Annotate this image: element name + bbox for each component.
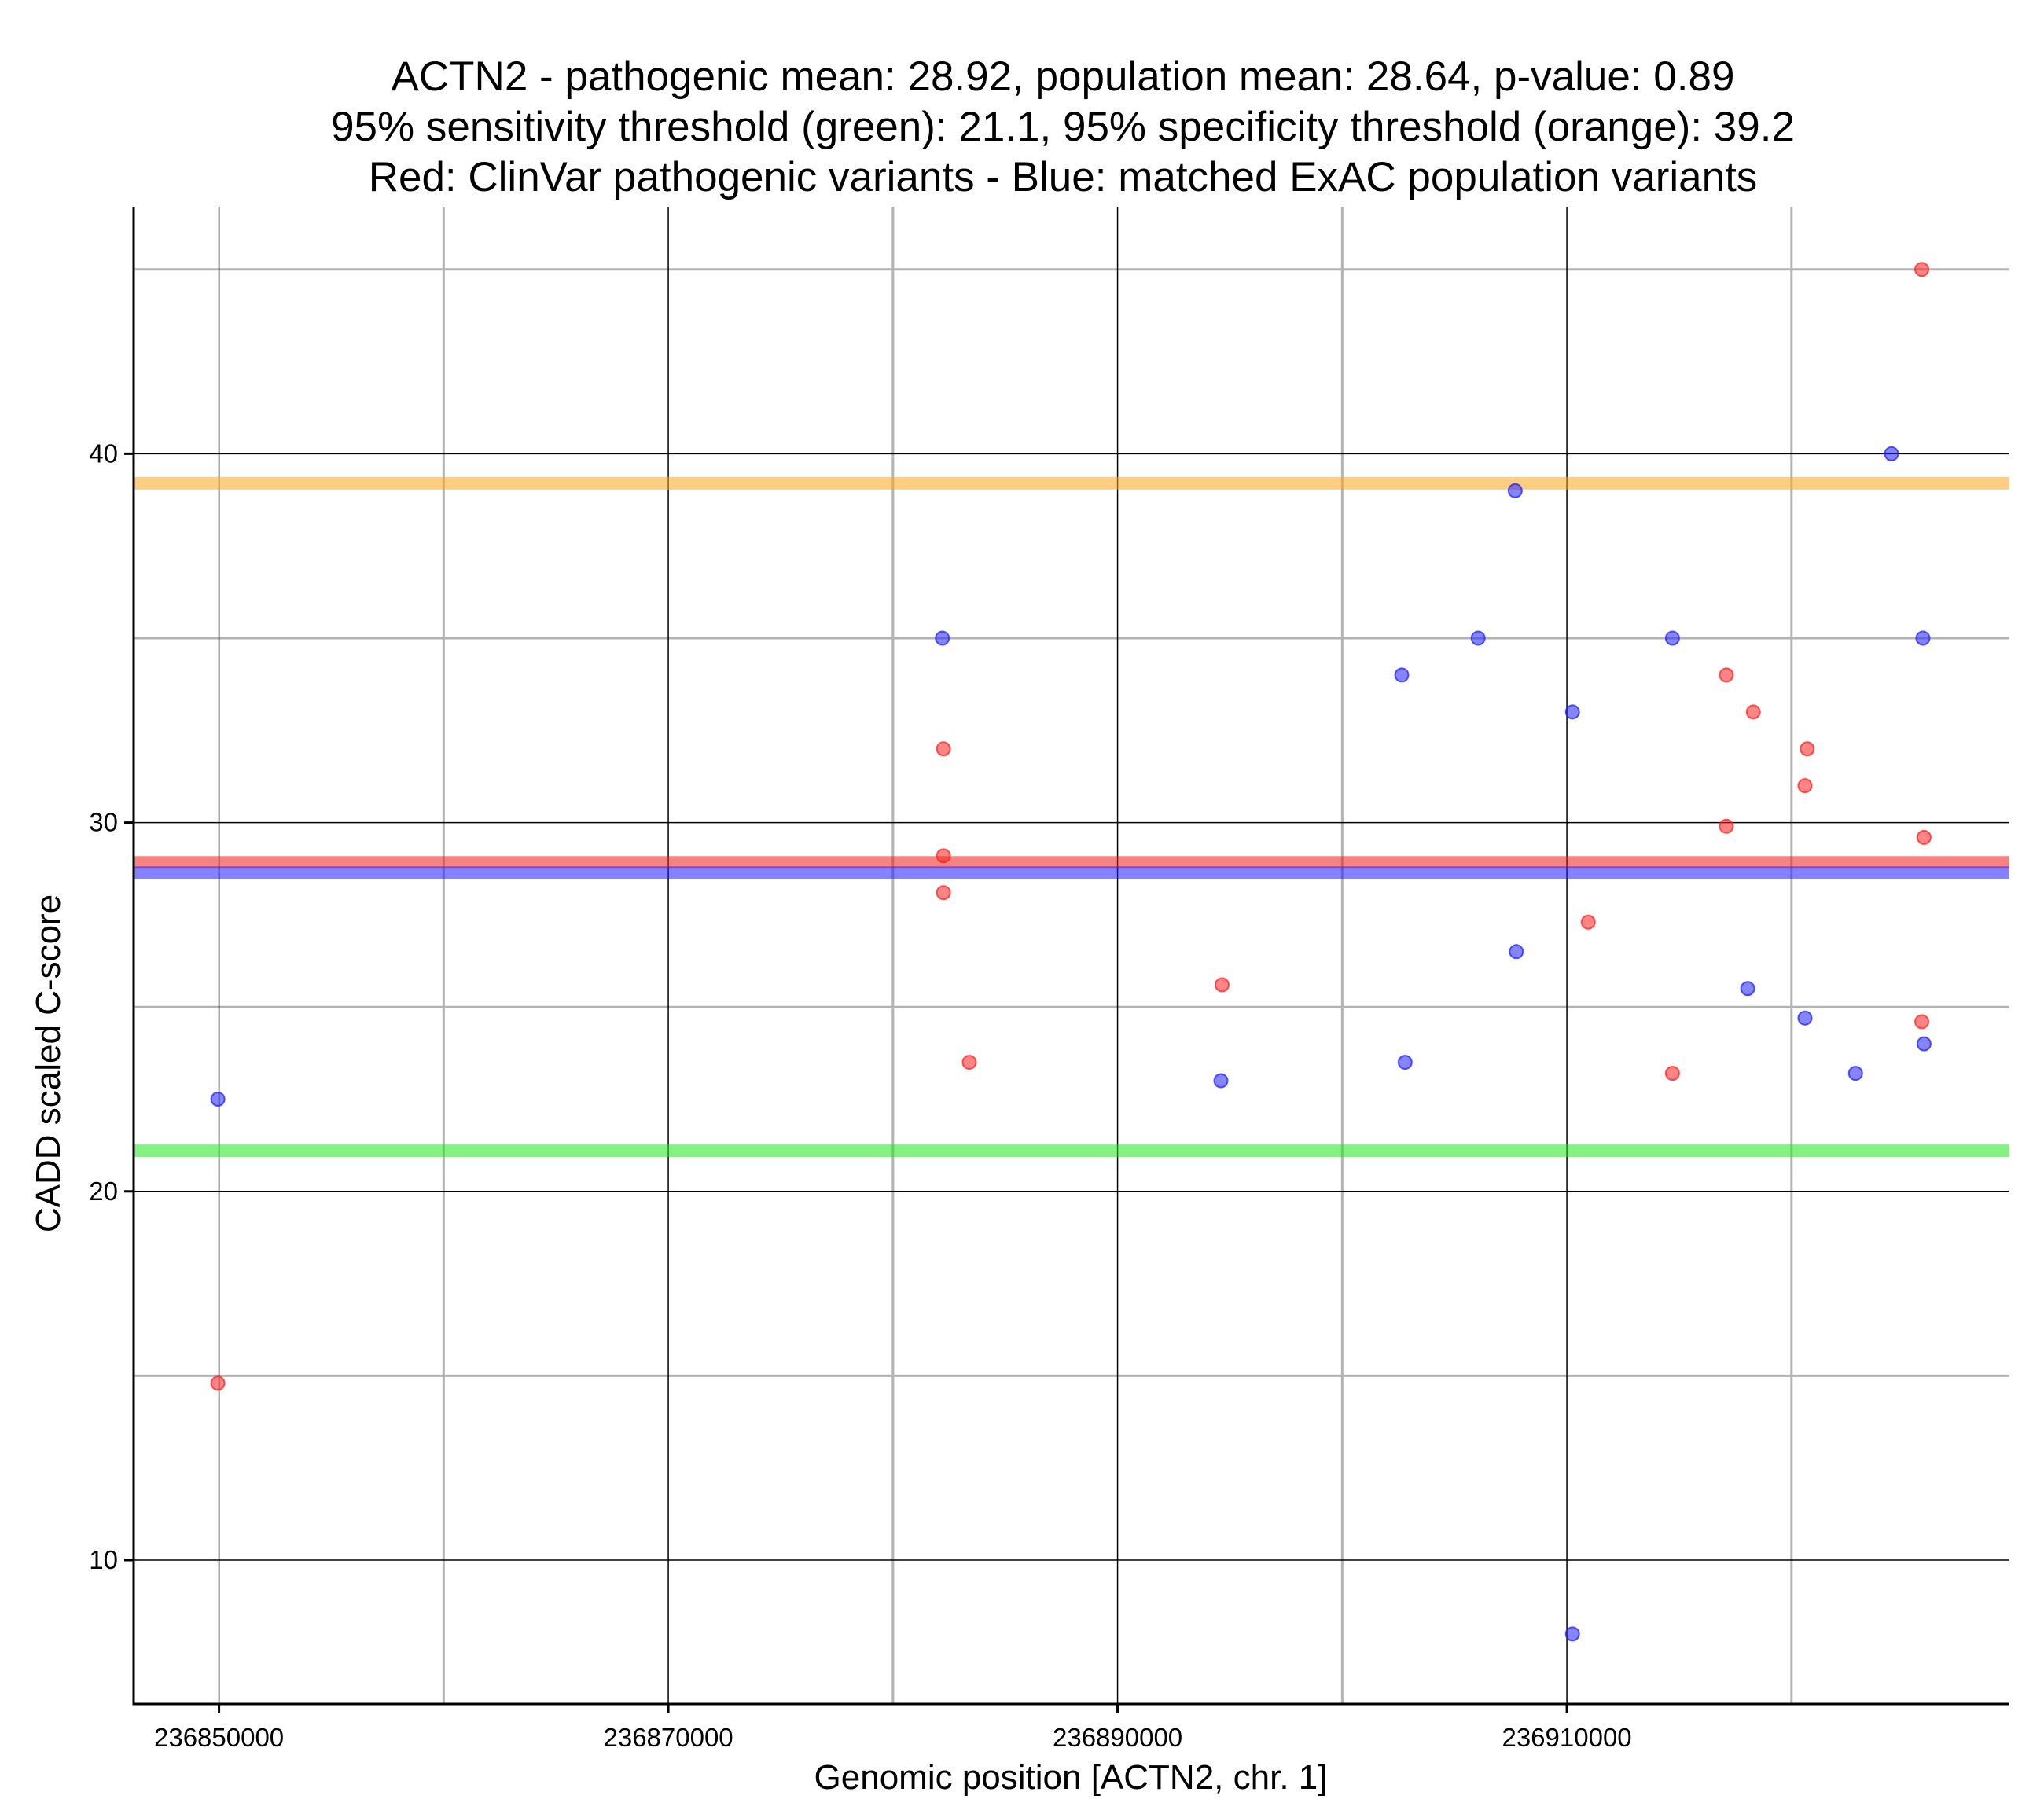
population-point xyxy=(1470,630,1486,646)
population-point xyxy=(1564,1626,1580,1642)
population-point xyxy=(1564,704,1580,720)
y-axis-label: CADD scaled C-score xyxy=(29,894,68,1232)
data-points xyxy=(210,262,1932,1642)
pathogenic-point xyxy=(936,885,951,901)
population-point xyxy=(1509,944,1524,960)
y-tick-label: 10 xyxy=(89,1545,118,1574)
pathogenic-point xyxy=(936,741,951,757)
pathogenic-point xyxy=(1800,741,1815,757)
population-point xyxy=(935,630,950,646)
y-tick-label: 40 xyxy=(89,439,118,468)
pathogenic-point xyxy=(1214,977,1230,993)
population-point xyxy=(1507,483,1523,498)
pathogenic-point xyxy=(1797,778,1813,794)
population-point xyxy=(1740,981,1755,997)
y-tick-label: 30 xyxy=(89,808,118,837)
pathogenic-point xyxy=(1580,914,1596,930)
x-tick-label: 236870000 xyxy=(603,1723,733,1752)
reference-lines xyxy=(134,476,2009,1158)
y-tick-label: 20 xyxy=(89,1177,118,1206)
population-point xyxy=(1797,1010,1813,1026)
population-point xyxy=(1394,667,1410,683)
population-point xyxy=(1916,1036,1932,1052)
population-point xyxy=(1397,1055,1413,1070)
x-axis-label: Genomic position [ACTN2, chr. 1] xyxy=(814,1758,1328,1797)
population-point xyxy=(1915,630,1931,646)
population-point xyxy=(210,1091,226,1107)
grid-layer xyxy=(134,207,2009,1704)
pathogenic-point xyxy=(1664,1066,1680,1081)
title-line-3: Red: ClinVar pathogenic variants - Blue:… xyxy=(369,154,1758,200)
title-line-1: ACTN2 - pathogenic mean: 28.92, populati… xyxy=(392,53,1735,100)
x-tick-label: 236910000 xyxy=(1502,1723,1631,1752)
population-point xyxy=(1884,446,1899,461)
pathogenic-point xyxy=(1719,667,1734,683)
pathogenic-point xyxy=(961,1055,977,1070)
title-line-2: 95% sensitivity threshold (green): 21.1,… xyxy=(331,104,1795,150)
pathogenic-point xyxy=(210,1375,226,1391)
pathogenic-point xyxy=(936,848,951,864)
population-point xyxy=(1847,1066,1863,1081)
pathogenic-point xyxy=(1914,262,1930,277)
pathogenic-point xyxy=(1719,818,1734,834)
pathogenic-point xyxy=(1916,829,1932,845)
axes: 10 20 30 40 236850000 236870000 236890000 23691… xyxy=(89,207,2009,1752)
pathogenic-point xyxy=(1745,704,1761,720)
x-tick-label: 236850000 xyxy=(154,1723,284,1752)
x-tick-label: 236890000 xyxy=(1053,1723,1182,1752)
population-point xyxy=(1213,1073,1229,1089)
pathogenic-point xyxy=(1914,1014,1930,1030)
population-point xyxy=(1664,630,1680,646)
